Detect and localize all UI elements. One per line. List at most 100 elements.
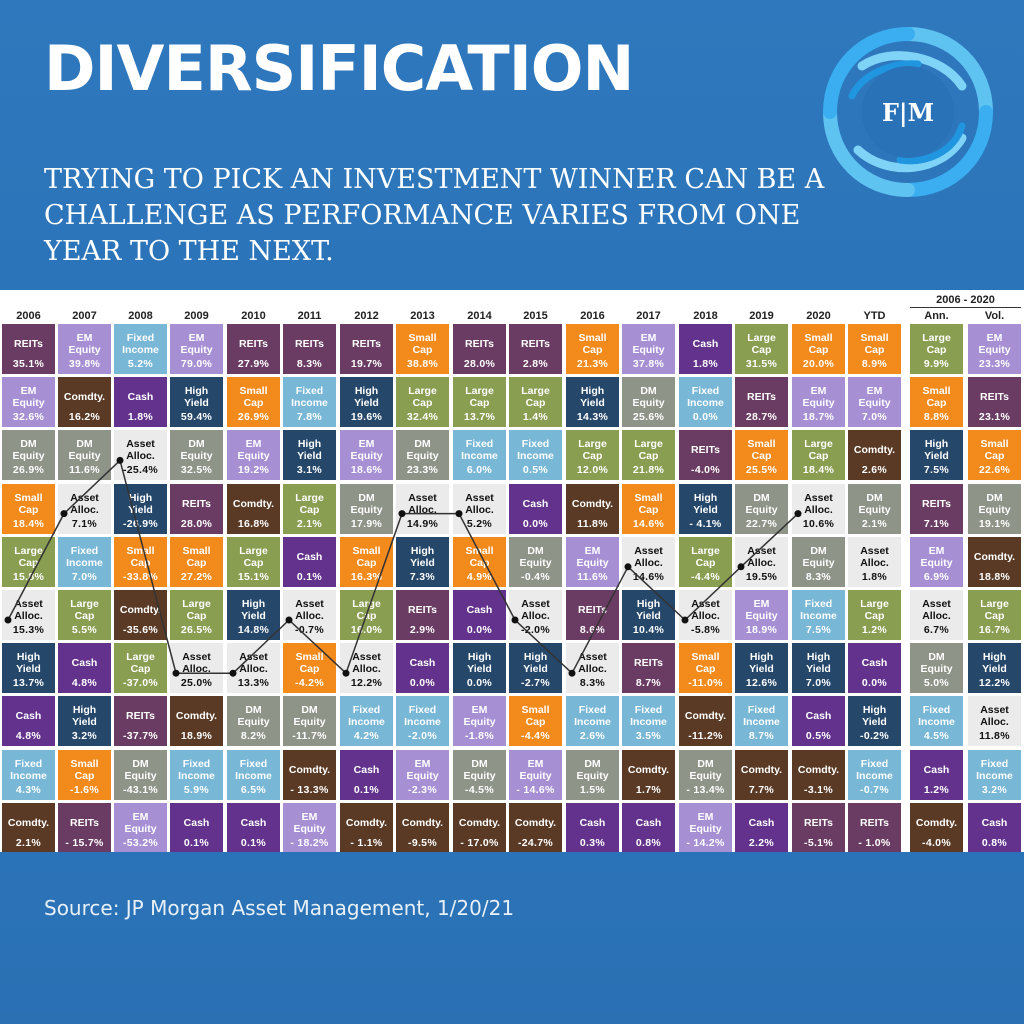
- cell-asset-name: REITs: [747, 391, 776, 404]
- cell-asset-name: DM Equity: [12, 438, 45, 463]
- cell-return-value: 6.7%: [923, 624, 950, 636]
- cell-reits: REITs 28.0%: [453, 324, 506, 374]
- cell-return-value: 0.0%: [692, 411, 719, 424]
- cell-em-equity: EM Equity 32.6%: [2, 377, 55, 428]
- cell-asset-name: Fixed Income: [235, 757, 272, 782]
- cell-reits: REITs - 1.0%: [848, 802, 901, 853]
- column-header-vol: Vol.: [984, 310, 1005, 322]
- cell-return-value: 0.0%: [466, 677, 493, 690]
- cell-return-value: -26.9%: [122, 517, 159, 530]
- cell-return-value: 2.1%: [15, 836, 42, 849]
- cell-return-value: 18.8%: [978, 570, 1011, 583]
- cell-reits: REITs 7.1%: [910, 483, 963, 534]
- cell-asset-alloc: Asset Alloc. 12.2%: [340, 643, 393, 694]
- cell-asset-name: Large Cap: [70, 598, 99, 622]
- cell-return-value: 27.2%: [180, 570, 213, 583]
- column-header-2008: 2008: [128, 310, 153, 322]
- cell-large-cap: Large Cap 5.5%: [58, 590, 111, 640]
- cell-asset-name: Comdty.: [119, 604, 162, 616]
- cell-comdty: Comdty. 16.2%: [58, 377, 111, 428]
- cell-asset-name: EM Equity: [745, 598, 778, 622]
- column-header-ytd: YTD: [863, 310, 886, 322]
- cell-reits: REITs 8.3%: [283, 324, 336, 374]
- cell-asset-name: Cash: [240, 816, 267, 829]
- cell-asset-name: Cash: [522, 497, 549, 510]
- cell-cash: Cash 4.8%: [58, 643, 111, 694]
- cell-asset-name: Fixed Income: [291, 385, 328, 410]
- cell-asset-name: REITs: [634, 657, 663, 670]
- cell-return-value: 23.3%: [406, 464, 439, 477]
- cell-small-cap: Small Cap 27.2%: [170, 536, 223, 587]
- cell-asset-name: Comdty.: [571, 497, 614, 510]
- cell-return-value: -1.6%: [70, 783, 99, 796]
- cell-return-value: 7.7%: [748, 783, 775, 796]
- cell-large-cap: Large Cap 2.1%: [283, 483, 336, 534]
- cell-comdty: Comdty. 11.8%: [566, 483, 619, 534]
- cell-asset-name: EM Equity: [463, 704, 496, 729]
- cell-return-value: 14.9%: [406, 517, 439, 530]
- cell-em-equity: EM Equity 19.2%: [227, 430, 280, 481]
- cell-dm-equity: DM Equity -4.5%: [453, 749, 506, 800]
- cell-fixed-income: Fixed Income 5.9%: [170, 749, 223, 800]
- page-title: DIVERSIFICATION: [44, 32, 634, 105]
- source-note: Source: JP Morgan Asset Management, 1/20…: [44, 896, 515, 920]
- cell-return-value: 1.8%: [692, 358, 719, 370]
- cell-em-equity: EM Equity -1.8%: [453, 696, 506, 747]
- cell-asset-name: Fixed Income: [574, 704, 611, 729]
- cell-asset-name: High Yield: [580, 385, 605, 410]
- cell-asset-name: DM Equity: [406, 438, 439, 463]
- cell-small-cap: Small Cap -4.4%: [509, 696, 562, 747]
- cell-asset-name: DM Equity: [350, 491, 383, 516]
- cell-asset-name: High Yield: [523, 651, 548, 676]
- cell-em-equity: EM Equity 18.6%: [340, 430, 393, 481]
- cell-return-value: -24.7%: [517, 836, 554, 849]
- cell-large-cap: Large Cap 31.5%: [735, 324, 788, 374]
- cell-return-value: 35.1%: [12, 358, 45, 370]
- cell-asset-name: EM Equity: [406, 757, 439, 782]
- cell-return-value: 28.0%: [180, 517, 213, 530]
- cell-return-value: 18.4%: [12, 517, 45, 530]
- cell-return-value: 18.7%: [802, 411, 835, 424]
- cell-asset-name: Small Cap: [14, 491, 43, 516]
- cell-large-cap: Large Cap 18.4%: [792, 430, 845, 481]
- cell-high-yield: High Yield 14.8%: [227, 590, 280, 640]
- cell-asset-name: REITs: [182, 497, 211, 510]
- cell-large-cap: Large Cap 1.4%: [509, 377, 562, 428]
- cell-high-yield: High Yield 14.3%: [566, 377, 619, 428]
- cell-return-value: 7.0%: [861, 411, 888, 424]
- cell-return-value: 2.9%: [409, 624, 436, 636]
- cell-return-value: 2.1%: [861, 517, 888, 530]
- cell-large-cap: Large Cap -37.0%: [114, 643, 167, 694]
- group-header-rule: [910, 307, 1021, 308]
- cell-asset-name: Comdty.: [514, 816, 557, 829]
- cell-asset-name: Asset Alloc.: [182, 651, 211, 676]
- cell-return-value: 19.6%: [350, 411, 383, 424]
- cell-return-value: 12.6%: [745, 677, 778, 690]
- cell-return-value: -1.8%: [465, 730, 494, 743]
- cell-fixed-income: Fixed Income 5.2%: [114, 324, 167, 374]
- column-header-2007: 2007: [72, 310, 97, 322]
- cell-return-value: 37.8%: [632, 358, 665, 370]
- cell-return-value: 1.2%: [861, 624, 888, 636]
- cell-asset-name: DM Equity: [745, 491, 778, 516]
- asset-class-quilt-chart: 2006 - 2020 2006 REITs 35.1% EM Equity 32.6% D…: [0, 290, 1024, 853]
- cell-asset-name: Large Cap: [860, 598, 889, 622]
- cell-return-value: -0.4%: [521, 570, 550, 583]
- cell-asset-name: Small Cap: [860, 332, 889, 356]
- column-header-2012: 2012: [354, 310, 379, 322]
- cell-asset-name: Comdty.: [345, 816, 388, 829]
- cell-return-value: 1.4%: [522, 411, 549, 424]
- cell-return-value: 4.8%: [15, 730, 42, 743]
- cell-em-equity: EM Equity 37.8%: [622, 324, 675, 374]
- column-header-2011: 2011: [297, 310, 322, 322]
- cell-asset-name: Large Cap: [126, 651, 155, 676]
- cell-asset-name: Fixed Income: [976, 757, 1013, 782]
- cell-dm-equity: DM Equity 23.3%: [396, 430, 449, 481]
- cell-return-value: -4.0%: [922, 836, 951, 849]
- cell-return-value: 8.3%: [296, 358, 323, 370]
- column-header-2017: 2017: [636, 310, 661, 322]
- cell-asset-name: Comdty.: [973, 550, 1016, 563]
- cell-asset-name: Cash: [409, 657, 436, 670]
- cell-return-value: 4.9%: [466, 570, 493, 583]
- cell-em-equity: EM Equity 23.3%: [968, 324, 1021, 374]
